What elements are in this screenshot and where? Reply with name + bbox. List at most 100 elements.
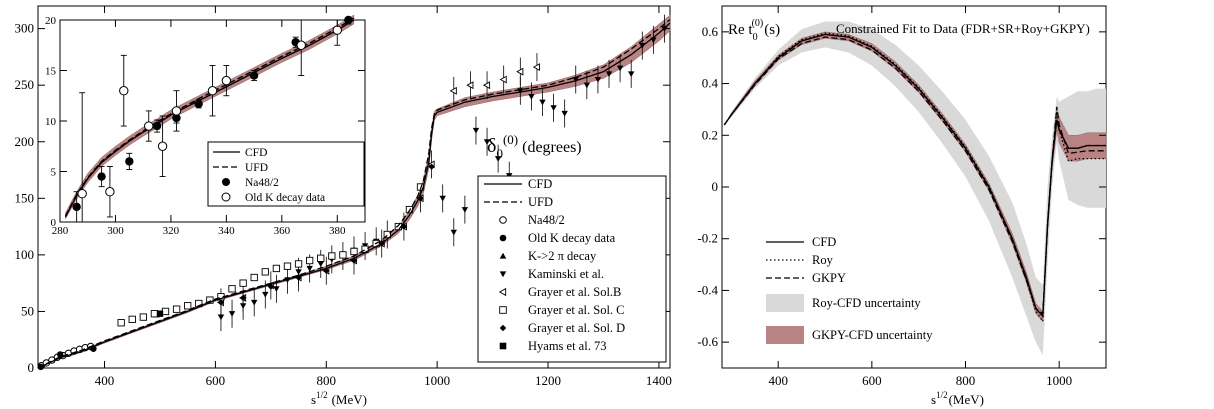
inset-legend-marker-swatch xyxy=(222,178,230,186)
data-point-filled-diamond xyxy=(400,223,408,230)
x-tick-label: 400 xyxy=(768,373,788,388)
inset-data-point-open-circle xyxy=(77,189,87,199)
data-point-down-triangle xyxy=(306,265,313,272)
data-point-open-square xyxy=(161,307,170,316)
data-point-down-triangle xyxy=(450,229,457,236)
legend-marker-swatch xyxy=(499,234,507,242)
amplitude-legend-label: CFD xyxy=(812,235,836,249)
x-tick-label: 1200 xyxy=(535,373,561,388)
legend-marker-swatch xyxy=(499,306,507,314)
y-tick-label: 0.2 xyxy=(702,127,718,142)
amplitude-title: Constrained Fit to Data (FDR+SR+Roy+GKPY… xyxy=(836,21,1090,36)
inset-data-point-open-circle xyxy=(105,187,115,197)
roy-cfd-band xyxy=(724,21,1106,356)
phase-shift-plot: 400 600 800 1000 1200 1400050100150200250300 … xyxy=(15,5,672,407)
inset-data-point-filled-circle xyxy=(152,121,162,131)
inset-axis-ticks: 280 300 320 340 360 380 0 5 10 15 20 xyxy=(45,15,365,237)
inset-data-point-open-circle xyxy=(332,25,342,35)
legend-marker-swatch xyxy=(498,287,507,297)
data-point-down-triangle xyxy=(528,93,535,100)
series-line-roy xyxy=(723,32,1106,324)
inset-data-point-open-circle xyxy=(207,86,218,96)
x-tick-label: 1000 xyxy=(1046,373,1072,388)
data-point-down-triangle xyxy=(616,65,624,72)
data-point-filled-diamond xyxy=(217,299,225,306)
inset-series-line-ufd xyxy=(64,17,355,217)
data-point-left-triangle xyxy=(516,67,524,76)
phase-shift-legend: CFD UFD Na48/2 Old K decay data K->2 π decay… xyxy=(477,175,667,363)
data-point-down-triangle xyxy=(539,99,546,106)
y-tick-label: 0 xyxy=(712,179,719,194)
data-point-down-triangle xyxy=(472,127,480,134)
legend-label: Kaminski et al. xyxy=(528,267,604,281)
data-point-open-square xyxy=(305,256,314,265)
data-point-filled-circle xyxy=(56,351,64,358)
legend-marker-swatch xyxy=(499,216,507,224)
data-point-down-triangle xyxy=(561,110,568,117)
amplitude-legend-band-swatch xyxy=(766,294,804,312)
data-point-open-square xyxy=(172,305,181,313)
x-tick-label: 800 xyxy=(956,373,976,388)
data-point-down-triangle xyxy=(594,76,602,83)
y-tick-label: 200 xyxy=(15,134,35,149)
amplitude-xlabel: s1/2(MeV) xyxy=(931,390,984,407)
data-point-open-square xyxy=(206,296,214,304)
inset-data-point-open-circle xyxy=(221,75,232,86)
phase-shift-title: δ0(0) (degrees) xyxy=(487,132,582,161)
inset-data-point-open-circle xyxy=(144,121,154,131)
y-tick-label: -0.4 xyxy=(697,282,718,297)
inset-data-point-filled-circle xyxy=(72,202,81,212)
legend-label: CFD xyxy=(528,177,552,191)
y-tick-label: 250 xyxy=(15,77,35,92)
inset-cfd-band xyxy=(65,14,355,220)
y-tick-label: 0.4 xyxy=(702,76,719,91)
data-point-open-square xyxy=(272,264,281,273)
legend-label: Na48/2 xyxy=(528,213,565,227)
series-line-cfd xyxy=(723,33,1106,319)
legend-marker-swatch xyxy=(499,271,507,278)
x-tick-label: 1000 xyxy=(424,373,450,388)
data-point-down-triangle xyxy=(494,156,502,162)
y-tick-label: 300 xyxy=(15,21,35,36)
legend-label: Old K decay data xyxy=(528,231,616,245)
data-point-open-square xyxy=(184,302,192,310)
data-point-open-square xyxy=(117,319,125,327)
data-point-down-triangle xyxy=(317,261,324,268)
inset-legend-marker-swatch xyxy=(221,192,231,202)
inset-data-point-filled-circle xyxy=(125,157,134,166)
inset-data-point-filled-circle xyxy=(194,99,203,109)
amplitude-legend-label: Roy-CFD uncertainty xyxy=(812,296,921,310)
amplitude-ylabel: Re t0(0)(s) xyxy=(728,18,780,43)
inset-legend-label: CFD xyxy=(245,147,267,159)
legend-label: Hyams et al. 73 xyxy=(528,339,606,353)
series-line-ufd xyxy=(37,19,671,369)
amplitude-legend-label: Roy xyxy=(812,253,834,267)
data-point-left-triangle xyxy=(449,86,457,95)
data-point-open-square xyxy=(339,251,347,259)
inset-cfd-uncertainty-band xyxy=(65,14,355,220)
data-point-open-square xyxy=(350,247,358,256)
y-tick-label: 10 xyxy=(45,116,57,128)
x-tick-label: 800 xyxy=(317,373,337,388)
data-point-open-square xyxy=(250,273,258,282)
x-tick-label: 1400 xyxy=(646,373,672,388)
data-point-left-triangle xyxy=(482,81,491,90)
y-tick-label: 0 xyxy=(51,217,57,229)
data-point-open-square xyxy=(128,315,136,324)
roy-cfd-uncertainty-band xyxy=(724,21,1106,356)
x-tick-label: 600 xyxy=(862,373,882,388)
data-point-down-triangle xyxy=(572,76,579,83)
data-point-down-triangle xyxy=(605,71,613,78)
data-point-open-square xyxy=(317,254,325,262)
y-tick-label: 5 xyxy=(51,167,57,179)
y-tick-label: -0.2 xyxy=(697,231,718,246)
data-point-filled-diamond xyxy=(428,163,435,170)
cfd-uncertainty-band xyxy=(37,14,671,369)
inset-fit-lines xyxy=(64,17,355,218)
legend-label: Grayer et al. Sol.B xyxy=(528,285,621,299)
legend-marker-swatch xyxy=(499,342,507,350)
x-tick-label: 380 xyxy=(329,225,346,237)
data-point-open-square xyxy=(283,262,292,270)
data-point-down-triangle xyxy=(262,291,269,298)
